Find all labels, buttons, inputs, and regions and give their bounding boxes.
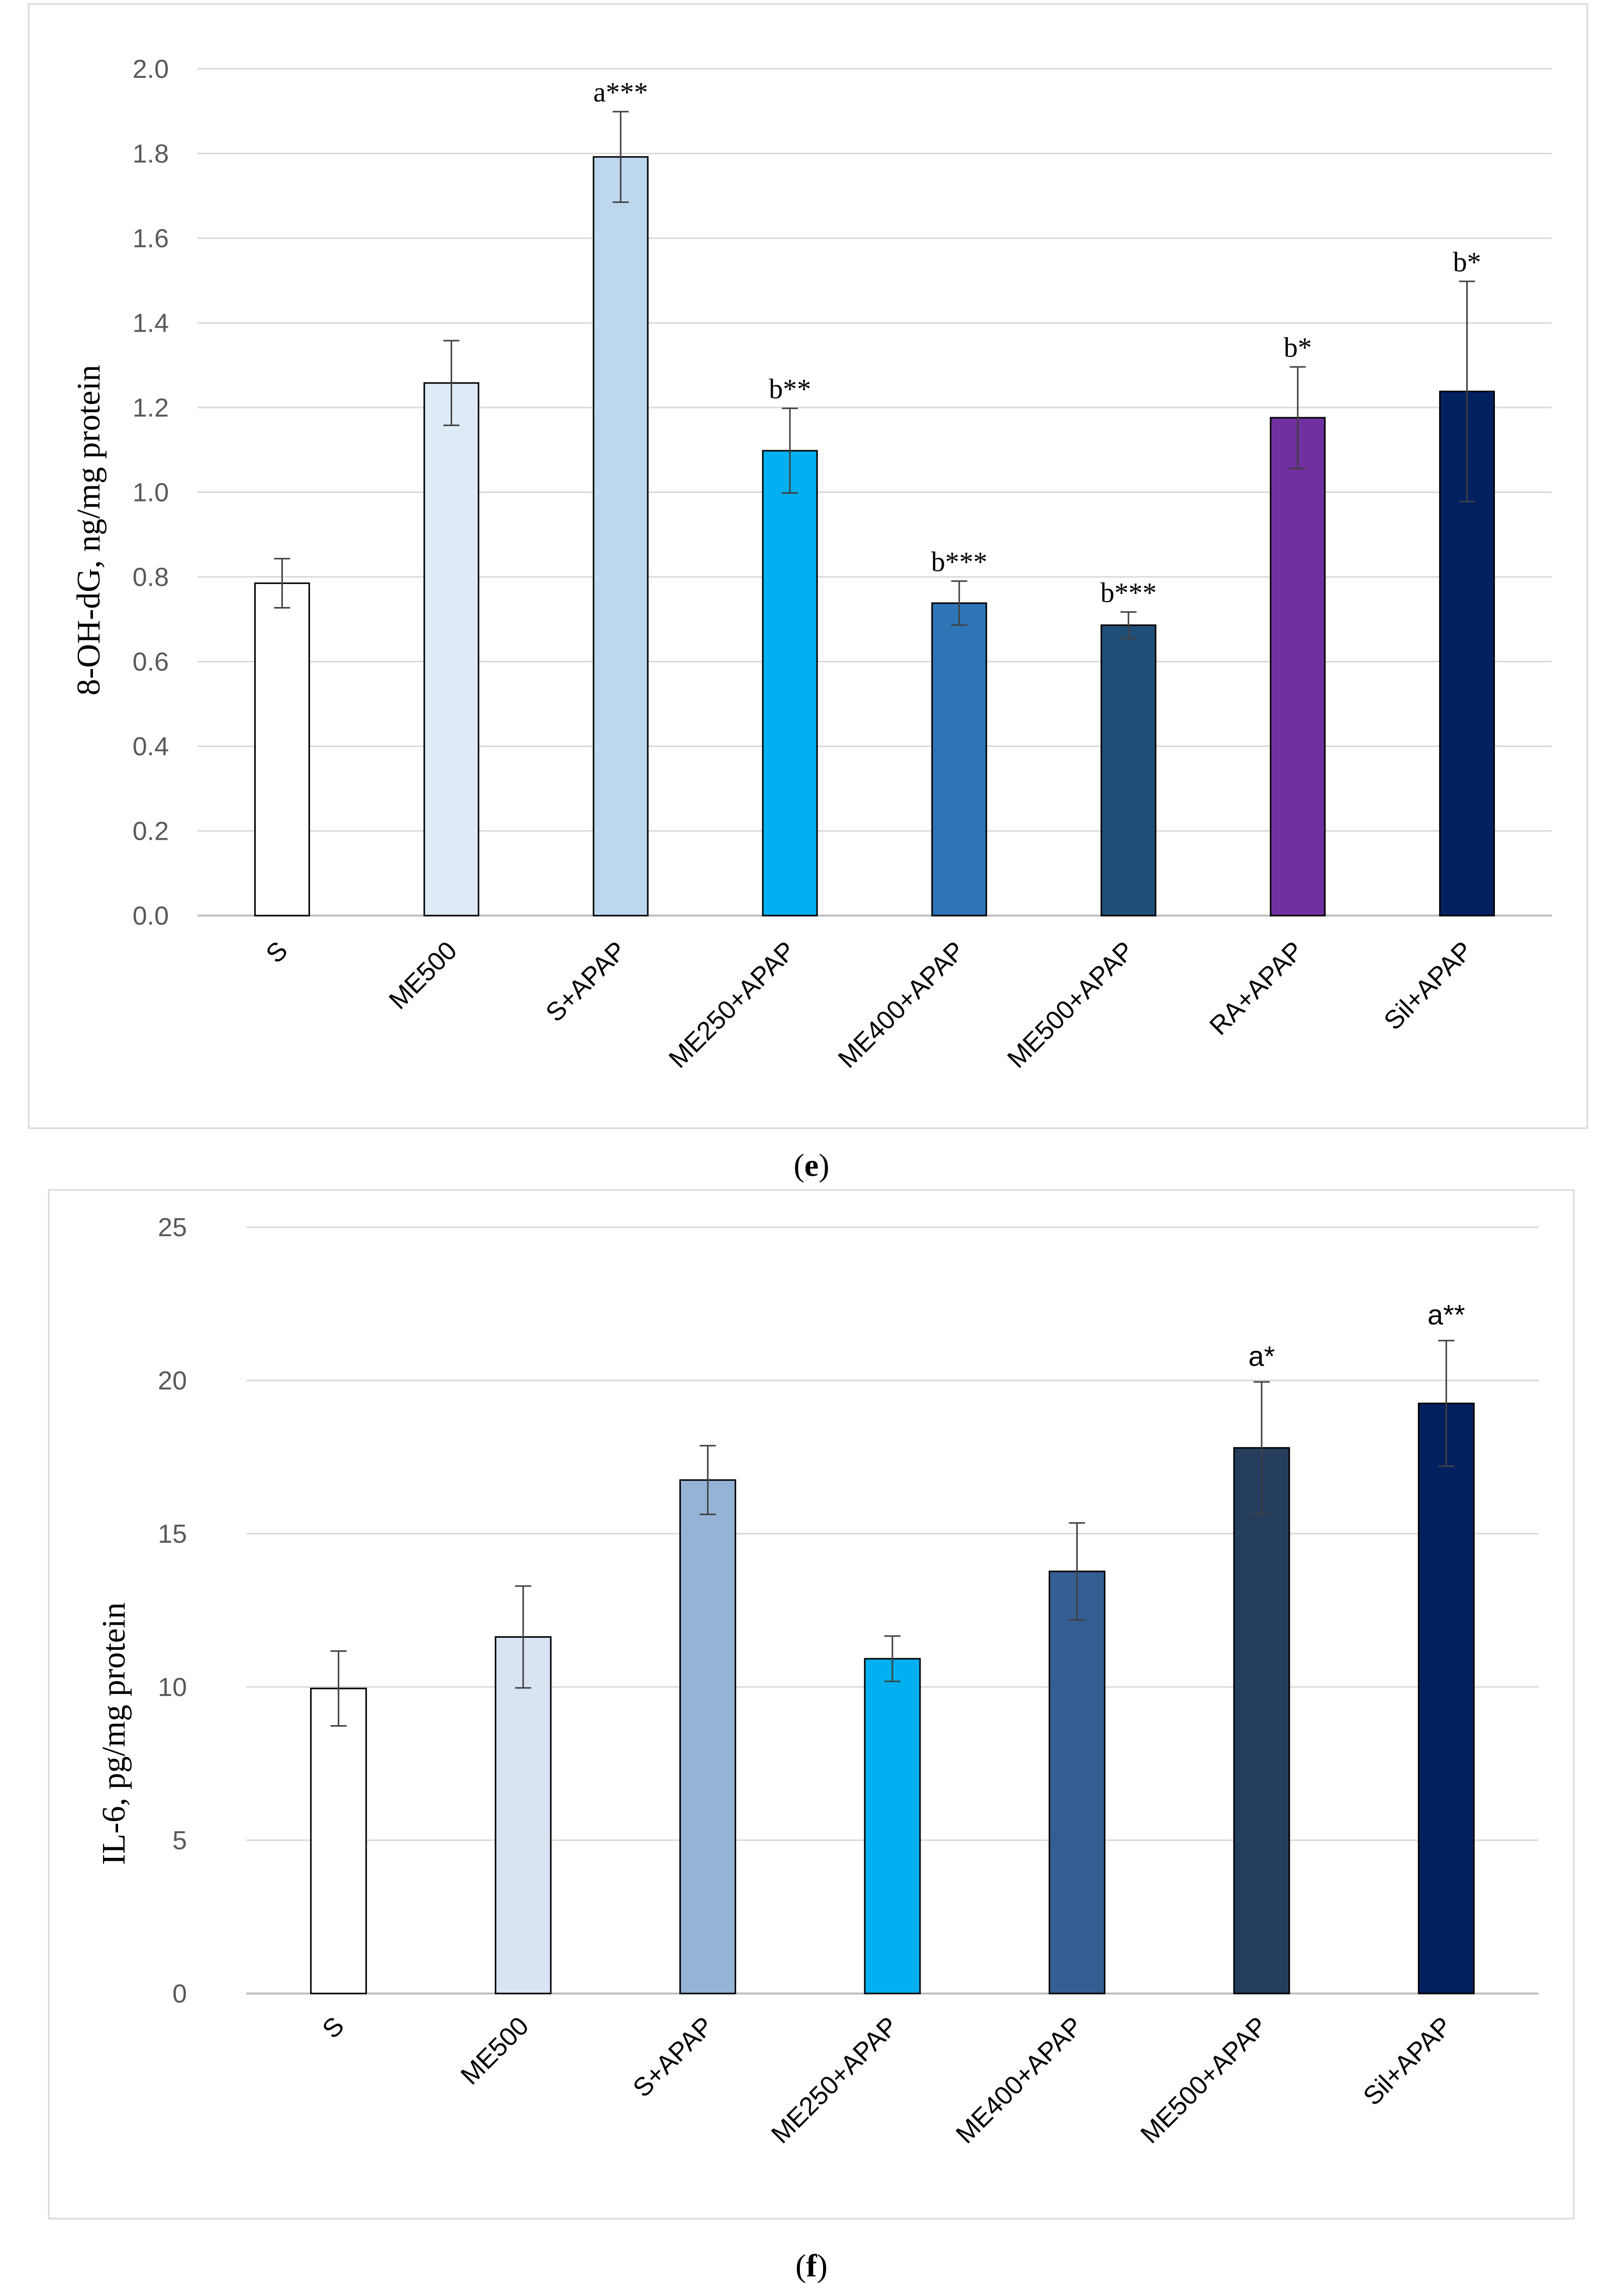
y-tick-label: 1.6 xyxy=(133,224,169,253)
y-tick-label: 2.0 xyxy=(133,55,169,84)
significance-label: b*** xyxy=(931,546,987,577)
chart-e-bars xyxy=(254,156,1495,917)
significance-label: b* xyxy=(1284,332,1312,363)
chart-e-annotations: a*** b** b*** b*** b* b* xyxy=(593,77,1481,609)
chart-f-y-axis-label: IL-6, pg/mg protein xyxy=(95,1603,132,1865)
chart-f-bars xyxy=(310,1403,1475,1994)
chart-e-grid xyxy=(197,68,1552,917)
bar xyxy=(592,156,649,917)
significance-label: a* xyxy=(1248,1340,1275,1372)
caption-f: (f) xyxy=(795,2248,828,2283)
y-tick-label: 1.4 xyxy=(133,309,169,338)
y-tick-label: 25 xyxy=(158,1213,187,1242)
y-tick-label: 0.4 xyxy=(133,732,169,761)
y-tick-label: 0.6 xyxy=(133,648,169,677)
y-tick-label: 0.0 xyxy=(133,902,169,931)
y-tick-label: 1.0 xyxy=(133,478,169,508)
chart-f-errorbars xyxy=(330,1340,1455,1727)
y-tick-label: 20 xyxy=(158,1366,187,1395)
caption-e: (e) xyxy=(793,1147,829,1183)
bar xyxy=(1048,1570,1105,1994)
y-tick-label: 0 xyxy=(172,1979,187,2009)
chart-f-yticks: 0 5 10 15 20 25 xyxy=(158,1213,187,2009)
bar xyxy=(1270,417,1326,917)
bar xyxy=(494,1636,552,1994)
y-tick-label: 1.8 xyxy=(133,140,169,169)
y-tick-label: 15 xyxy=(158,1520,187,1549)
chart-f-frame xyxy=(48,1189,1575,2220)
significance-label: a** xyxy=(1428,1299,1465,1331)
chart-e-y-axis-label: 8-OH-dG, ng/mg protein xyxy=(70,365,107,695)
bar xyxy=(423,382,479,917)
y-tick-label: 1.2 xyxy=(133,393,169,423)
bar xyxy=(762,450,818,917)
bar xyxy=(1233,1447,1290,1994)
bar xyxy=(864,1658,921,1994)
chart-e-errorbars xyxy=(274,111,1475,639)
bar xyxy=(1100,624,1157,917)
y-tick-label: 5 xyxy=(172,1826,187,1855)
bar xyxy=(931,602,987,917)
chart-f-annotations: a* a** xyxy=(1248,1299,1465,1372)
chart-e-yticks: 0.0 0.2 0.4 0.6 0.8 1.0 1.2 1.4 1.6 1.8 2.0 xyxy=(133,55,169,931)
y-tick-label: 0.8 xyxy=(133,563,169,592)
bar xyxy=(254,582,310,917)
y-tick-label: 10 xyxy=(158,1673,187,1702)
bar xyxy=(1417,1403,1475,1994)
significance-label: b*** xyxy=(1100,577,1157,609)
significance-label: a*** xyxy=(593,77,648,108)
caption-e-letter: e xyxy=(804,1147,819,1183)
caption-f-letter: f xyxy=(806,2248,817,2283)
significance-label: b* xyxy=(1453,247,1481,278)
bar xyxy=(310,1687,367,1994)
y-tick-label: 0.2 xyxy=(133,817,169,846)
significance-label: b** xyxy=(769,374,811,405)
bar xyxy=(679,1479,737,1994)
chart-e: 0.0 0.2 0.4 0.6 0.8 1.0 1.2 1.4 1.6 1.8 2.0 a*** b*… xyxy=(28,3,1588,1129)
